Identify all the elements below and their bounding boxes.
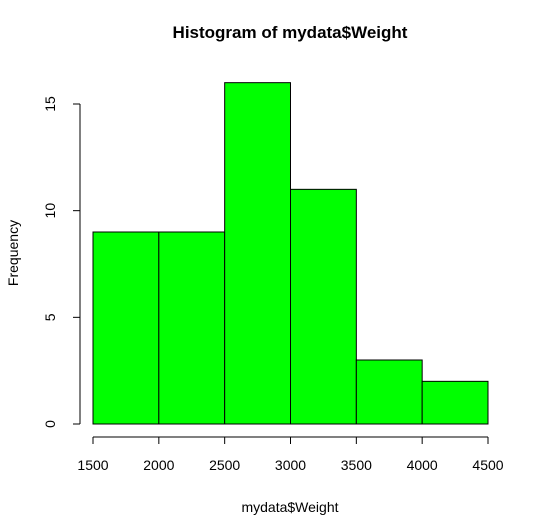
histogram-bar-1 [92, 231, 160, 425]
histogram-bar-6 [421, 380, 489, 425]
x-tick-label-1500: 1500 [77, 457, 108, 473]
x-tick-label-3000: 3000 [275, 457, 306, 473]
chart-title: Histogram of mydata$Weight [173, 23, 408, 42]
histogram-bar-4 [290, 188, 357, 425]
y-tick-label-5: 5 [42, 313, 58, 321]
y-axis: 0 5 10 15 [42, 96, 81, 428]
histogram-bar-3 [224, 82, 292, 425]
histogram-bar-5 [355, 359, 423, 425]
histogram-bar-2 [158, 231, 226, 425]
x-tick-label-4500: 4500 [472, 457, 503, 473]
y-tick-label-10: 10 [42, 203, 58, 219]
x-axis-label: mydata$Weight [241, 499, 338, 515]
y-tick-label-0: 0 [42, 420, 58, 428]
x-axis: 1500 2000 2500 3000 3500 4000 4500 [77, 436, 504, 473]
x-tick-label-2500: 2500 [209, 457, 240, 473]
y-tick-label-15: 15 [42, 96, 58, 112]
bars-group [92, 82, 489, 425]
x-tick-label-2000: 2000 [143, 457, 174, 473]
x-tick-label-3500: 3500 [341, 457, 372, 473]
x-tick-label-4000: 4000 [407, 457, 438, 473]
y-axis-label: Frequency [5, 220, 21, 286]
